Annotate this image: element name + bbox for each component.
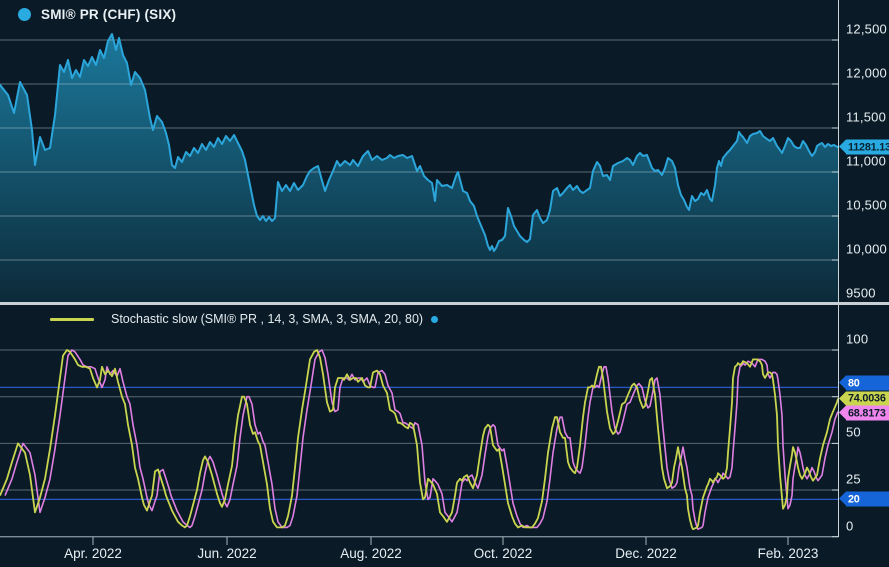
stochastic-series-d xyxy=(4,349,839,530)
stochastic-marker-dot-icon xyxy=(431,315,439,323)
price-series-legend[interactable]: SMI® PR (CHF) (SIX) xyxy=(18,5,176,23)
panel-resize-handle[interactable] xyxy=(0,302,889,305)
price-series-marker-icon xyxy=(18,7,31,21)
price-series-label: SMI® PR (CHF) (SIX) xyxy=(41,6,177,22)
price-line-series xyxy=(0,33,839,252)
stochastic-study-label: Stochastic slow (SMI® PR , 14, 3, SMA, 3… xyxy=(111,312,424,326)
stochastic-series-k xyxy=(0,349,839,531)
stochastic-line-swatch-icon xyxy=(50,317,94,321)
stochastic-study-legend[interactable]: Stochastic slow (SMI® PR , 14, 3, SMA, 3… xyxy=(50,311,439,327)
